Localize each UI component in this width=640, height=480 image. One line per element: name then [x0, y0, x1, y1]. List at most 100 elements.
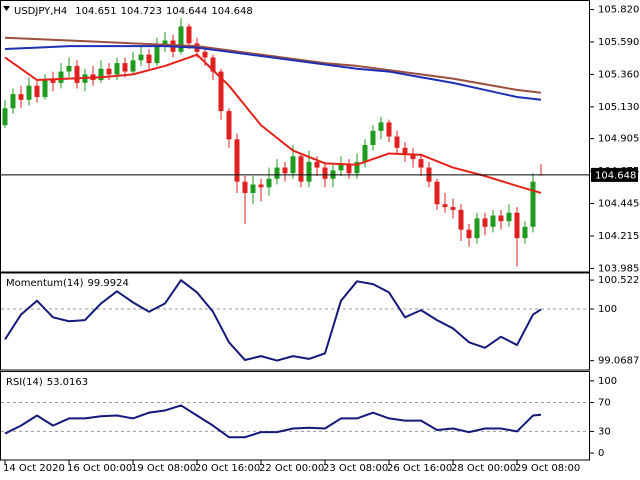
y-tick-label: 103.985	[598, 263, 639, 274]
candle-body	[106, 68, 112, 75]
x-tick-label: 20 Oct 16:00	[195, 463, 260, 474]
x-tick-label: 22 Oct 00:00	[259, 463, 324, 474]
indicator-line	[4, 279, 542, 362]
candle-body	[98, 68, 104, 81]
candle-body	[394, 136, 400, 148]
x-tick-label: 26 Oct 16:00	[387, 463, 452, 474]
candle-body	[522, 226, 528, 239]
candle-body	[122, 63, 128, 72]
candle-body	[154, 46, 160, 64]
panel-title: RSI(14) 53.0163	[6, 377, 88, 388]
candle-body	[410, 153, 416, 160]
indicator-name: Momentum(14)	[6, 278, 84, 289]
candle-body	[274, 167, 280, 179]
candle-body	[162, 40, 168, 47]
candle-body	[234, 139, 240, 182]
candle-body	[186, 26, 192, 44]
y-tick-label: 30	[598, 426, 611, 437]
candle-body	[362, 144, 368, 162]
x-tick-label: 16 Oct 00:00	[67, 463, 132, 474]
candle-body	[26, 85, 32, 100]
candle-body	[114, 63, 120, 75]
candle-body	[66, 65, 72, 72]
ohlc-value: 104.644	[166, 6, 207, 17]
x-tick-label: 23 Oct 08:00	[323, 463, 388, 474]
candle-body	[290, 156, 296, 174]
indicator-value: 53.0163	[47, 377, 88, 388]
y-tick-label: 105.590	[598, 37, 639, 48]
candle-body	[354, 161, 360, 174]
candle-body	[18, 94, 24, 100]
indicator-name: USDJPY,H4	[14, 6, 67, 17]
y-tick-label: 105.360	[598, 69, 639, 80]
main-panel-frame	[0, 0, 590, 273]
candle-body	[386, 122, 392, 137]
candle-body	[322, 167, 328, 179]
candle-body	[530, 181, 536, 227]
candle-body	[50, 80, 56, 83]
y-tick-label: 0	[598, 448, 604, 459]
ohlc-value: 104.723	[121, 6, 162, 17]
candle-body	[314, 161, 320, 168]
panel-title: USDJPY,H4 104.651 104.723 104.644 104.648	[14, 6, 253, 17]
menu-arrow[interactable]	[3, 6, 10, 11]
candle-body	[490, 215, 496, 227]
candle-body	[346, 164, 352, 174]
y-tick-label: 105.820	[598, 4, 639, 15]
candle-body	[474, 218, 480, 239]
candle-body	[34, 85, 40, 97]
candle-body	[226, 111, 232, 140]
candle-body	[210, 57, 216, 72]
candle-body	[138, 54, 144, 61]
indicator-line	[4, 45, 542, 101]
x-tick-label: 28 Oct 00:00	[451, 463, 516, 474]
candle-body	[58, 71, 64, 83]
candle-body	[218, 71, 224, 112]
x-tick-label: 14 Oct 2020	[3, 463, 65, 474]
ohlc-value: 104.651	[75, 6, 116, 17]
candle-body	[514, 212, 520, 239]
price-tag-label: 104.648	[595, 170, 636, 181]
candle-body	[202, 51, 208, 58]
indicator-line	[4, 36, 542, 94]
momentum-panel-frame	[0, 272, 590, 371]
y-tick-label: 104.905	[598, 134, 639, 145]
indicator-value: 99.9924	[88, 278, 129, 289]
candle-body	[418, 159, 424, 168]
price-tag	[591, 167, 638, 182]
candle-body	[466, 229, 472, 239]
candle-body	[42, 80, 48, 97]
candle-body	[130, 60, 136, 72]
y-tick-label: 100	[598, 376, 617, 387]
candle-body	[2, 108, 8, 126]
candle-body	[338, 164, 344, 171]
x-tick-label: 29 Oct 08:00	[515, 463, 580, 474]
y-tick-label: 104.215	[598, 231, 639, 242]
y-tick-label: 99.0687	[598, 356, 639, 367]
panel-title: Momentum(14) 99.9924	[6, 278, 129, 289]
y-tick-label: 104.445	[598, 199, 639, 210]
candle-body	[146, 54, 152, 64]
rsi-panel-frame	[0, 371, 590, 461]
y-tick-label: 100.5222	[598, 275, 640, 286]
candle-body	[250, 184, 256, 193]
y-tick-label: 105.130	[598, 102, 639, 113]
candle-body	[506, 212, 512, 222]
candle-body	[378, 122, 384, 131]
candle-body	[242, 181, 248, 193]
x-tick-label: 19 Oct 08:00	[131, 463, 196, 474]
candle-body	[498, 215, 504, 222]
candle-body	[402, 147, 408, 154]
candle-body	[298, 156, 304, 182]
candle-body	[178, 26, 184, 52]
candle-body	[10, 94, 16, 109]
candle-body	[258, 184, 264, 188]
candle-body	[74, 65, 80, 83]
candle-body	[450, 207, 456, 210]
ohlc-value: 104.648	[211, 6, 252, 17]
y-tick-label: 100	[598, 304, 617, 315]
indicator-line	[4, 404, 542, 439]
